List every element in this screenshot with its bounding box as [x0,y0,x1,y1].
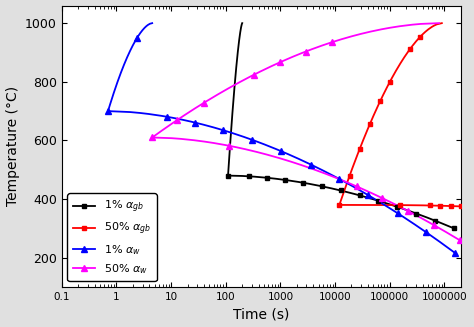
Legend: 1% $\alpha_{gb}$, 50% $\alpha_{gb}$, 1% $\alpha_{w}$, 50% $\alpha_{w}$: 1% $\alpha_{gb}$, 50% $\alpha_{gb}$, 1% … [67,193,157,282]
X-axis label: Time (s): Time (s) [233,307,290,321]
Y-axis label: Temperature (°C): Temperature (°C) [6,86,19,206]
